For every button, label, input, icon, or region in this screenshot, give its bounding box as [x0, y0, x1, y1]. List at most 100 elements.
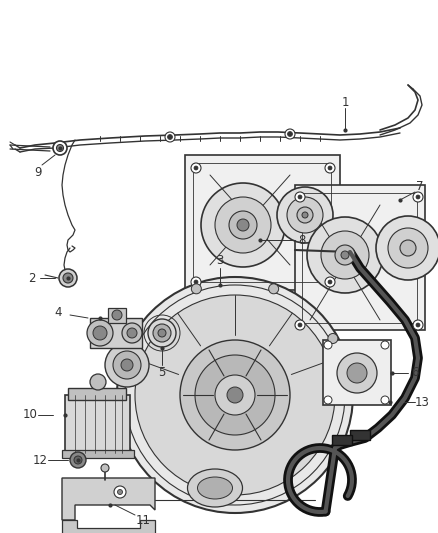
Circle shape	[53, 141, 67, 155]
Text: 4: 4	[54, 306, 62, 319]
Circle shape	[153, 324, 171, 342]
Bar	[323, 340, 391, 405]
Circle shape	[285, 129, 295, 139]
Circle shape	[70, 452, 86, 468]
Circle shape	[277, 187, 333, 243]
Circle shape	[127, 328, 137, 338]
Circle shape	[90, 374, 106, 390]
Circle shape	[287, 197, 323, 233]
Circle shape	[376, 216, 438, 280]
Bar	[185, 155, 340, 290]
Bar	[65, 395, 130, 453]
Text: 9: 9	[34, 166, 42, 179]
Circle shape	[321, 231, 369, 279]
Circle shape	[74, 456, 82, 464]
Circle shape	[328, 334, 338, 343]
Circle shape	[117, 277, 353, 513]
Circle shape	[113, 351, 141, 379]
Circle shape	[87, 320, 113, 346]
Circle shape	[112, 310, 122, 320]
Text: 6: 6	[411, 367, 419, 379]
Circle shape	[268, 284, 279, 294]
Circle shape	[324, 396, 332, 404]
Text: 3: 3	[216, 254, 224, 266]
Circle shape	[63, 273, 73, 283]
Polygon shape	[62, 478, 155, 520]
Bar	[68, 388, 126, 400]
Circle shape	[93, 326, 107, 340]
Circle shape	[416, 195, 420, 199]
Circle shape	[295, 192, 305, 202]
Circle shape	[148, 319, 176, 347]
Text: 8: 8	[298, 233, 306, 246]
Circle shape	[302, 212, 308, 218]
Circle shape	[191, 284, 201, 294]
Circle shape	[165, 132, 175, 142]
Bar	[90, 318, 142, 348]
Text: 5: 5	[158, 366, 166, 378]
Circle shape	[215, 375, 255, 415]
Circle shape	[324, 341, 332, 349]
Circle shape	[381, 396, 389, 404]
Circle shape	[298, 195, 302, 199]
Circle shape	[158, 329, 166, 337]
Circle shape	[335, 245, 355, 265]
Circle shape	[194, 280, 198, 284]
Circle shape	[195, 355, 275, 435]
Bar	[350, 430, 370, 440]
Circle shape	[325, 277, 335, 287]
Circle shape	[416, 323, 420, 327]
Text: 13: 13	[414, 395, 429, 408]
Circle shape	[287, 132, 293, 136]
Circle shape	[413, 192, 423, 202]
Circle shape	[191, 163, 201, 173]
Text: 7: 7	[416, 181, 424, 193]
Circle shape	[381, 341, 389, 349]
Circle shape	[132, 334, 142, 343]
Circle shape	[215, 197, 271, 253]
Circle shape	[122, 323, 142, 343]
Ellipse shape	[198, 477, 233, 499]
Circle shape	[325, 163, 335, 173]
Bar	[108, 308, 126, 323]
Circle shape	[194, 166, 198, 170]
Circle shape	[105, 343, 149, 387]
Circle shape	[413, 320, 423, 330]
Circle shape	[180, 340, 290, 450]
Bar	[332, 435, 352, 445]
Circle shape	[229, 211, 257, 239]
Polygon shape	[62, 520, 155, 533]
Circle shape	[347, 363, 367, 383]
Ellipse shape	[187, 469, 243, 507]
Circle shape	[201, 183, 285, 267]
Circle shape	[297, 207, 313, 223]
Circle shape	[117, 489, 123, 495]
Circle shape	[328, 166, 332, 170]
Circle shape	[328, 280, 332, 284]
Text: 2: 2	[28, 271, 36, 285]
Circle shape	[341, 251, 349, 259]
Circle shape	[121, 359, 133, 371]
Text: 1: 1	[341, 95, 349, 109]
Circle shape	[191, 277, 201, 287]
Circle shape	[307, 217, 383, 293]
Circle shape	[101, 464, 109, 472]
Text: 10: 10	[23, 408, 37, 422]
Circle shape	[295, 320, 305, 330]
Circle shape	[135, 295, 335, 495]
Circle shape	[114, 486, 126, 498]
Bar	[295, 185, 425, 330]
Circle shape	[227, 387, 243, 403]
Circle shape	[337, 353, 377, 393]
Bar	[302, 193, 417, 323]
Circle shape	[388, 228, 428, 268]
Bar	[193, 163, 331, 282]
Circle shape	[57, 144, 64, 151]
Circle shape	[167, 134, 173, 140]
Bar	[62, 450, 134, 458]
Circle shape	[400, 240, 416, 256]
Text: 12: 12	[32, 454, 47, 466]
Circle shape	[59, 269, 77, 287]
Circle shape	[298, 323, 302, 327]
Circle shape	[237, 219, 249, 231]
